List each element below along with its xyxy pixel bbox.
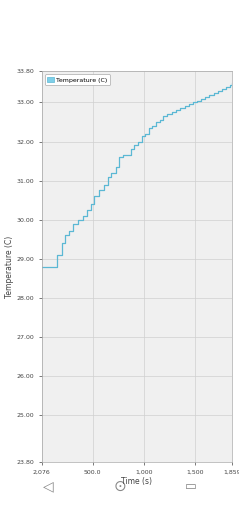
Text: ▭: ▭ [185, 480, 197, 492]
Text: ▮: ▮ [204, 9, 208, 15]
Legend: Temperature (C): Temperature (C) [45, 74, 110, 85]
Text: ✕: ✕ [43, 10, 48, 15]
Y-axis label: Temperature (C): Temperature (C) [5, 235, 14, 298]
Text: ▪: ▪ [72, 8, 77, 17]
X-axis label: Time (s): Time (s) [121, 478, 152, 486]
Text: ◁: ◁ [43, 479, 53, 493]
Text: 7:31: 7:31 [215, 8, 232, 17]
Text: ▲: ▲ [10, 9, 15, 15]
Text: Results Detail: Results Detail [78, 33, 161, 43]
Text: ⊙: ⊙ [113, 479, 126, 493]
Text: Back: Back [17, 36, 42, 46]
Text: Version: 5.0.0: Version: 5.0.0 [93, 52, 146, 61]
